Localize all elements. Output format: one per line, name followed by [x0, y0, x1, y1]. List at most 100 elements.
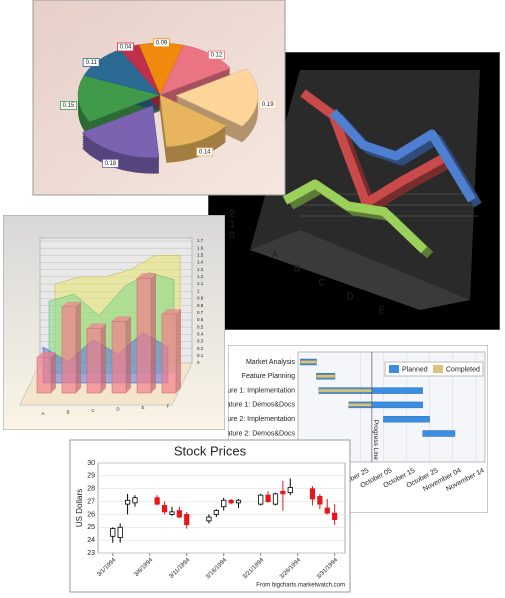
pie-panel: 0.09 0.12 0.19 0.14 0.18 0.15 0.11 0.04: [32, 0, 286, 196]
y-tick-label: 0: [229, 231, 235, 242]
data-label: 0.12: [211, 53, 223, 59]
y-tick-label: 24: [87, 537, 95, 544]
slice: [175, 68, 259, 127]
y-tick-label: 0.8: [197, 303, 204, 308]
label-box: [82, 58, 100, 67]
label-box: [102, 158, 119, 168]
y-tick-label: 1.6: [197, 245, 204, 250]
y-tick-label: 0.5: [197, 324, 204, 329]
chart-title: Stock Prices: [174, 443, 247, 458]
slice: [81, 105, 160, 158]
y-tick-label: 1.3: [197, 267, 204, 272]
y-tick-label: 0.4: [197, 331, 204, 336]
candle-body: [317, 496, 323, 505]
series-line: [300, 89, 445, 208]
y-tick-label: 1.7: [197, 238, 204, 243]
y-tick-label: 0.2: [197, 346, 204, 351]
candle-body: [117, 526, 123, 538]
x-tick-label: A: [41, 411, 44, 416]
y-tick-label: 23: [87, 550, 95, 557]
candle-body: [309, 488, 316, 500]
candle-body: [176, 510, 182, 518]
label-box: [117, 42, 134, 52]
bar-top: [87, 323, 106, 329]
bar: [136, 277, 152, 394]
bar-top: [112, 316, 131, 322]
task-label: eature 2: Implementation: [218, 416, 296, 423]
y-tick-label: 30: [87, 460, 95, 467]
bar: [86, 328, 102, 394]
task-bar: [422, 430, 456, 437]
y-tick-label: 1: [197, 288, 200, 293]
y-tick-label: 0.1: [197, 353, 204, 358]
bar-top: [162, 309, 181, 315]
task-label: Feature Planning: [242, 373, 295, 380]
task-bar: [300, 360, 317, 364]
task-label: eature 1: Demos&Docs: [223, 402, 296, 409]
data-label: 0.09: [156, 40, 168, 46]
candle-body: [221, 499, 227, 508]
bar: [161, 313, 177, 394]
y-tick-label: 1.5: [197, 253, 204, 258]
candle-body: [235, 499, 242, 504]
plot: 012 A B C D E: [229, 89, 482, 317]
task-bar: [318, 388, 373, 393]
footer: From bigcharts.marketwatch.com: [256, 583, 345, 589]
bar-top: [137, 273, 156, 279]
label-box: [196, 147, 214, 157]
candle-body: [184, 514, 190, 526]
task-label: eature 2: Demos&Docs: [223, 430, 296, 437]
y-tick-label: 0.3: [197, 339, 204, 344]
y-axis-label: US Dollars: [75, 489, 84, 527]
bar: [36, 356, 52, 394]
candle-body: [258, 494, 264, 505]
candle-body: [324, 507, 330, 514]
line3d-panel: 012 A B C D E: [208, 52, 500, 330]
plot: 0 0.1 0.2 0.3 0.4 0.5 0.6 0.7 0.8 0.9 1 1.1 1.2 1.3 1.…: [19, 237, 204, 416]
bar-side: [126, 316, 131, 393]
task-bar: [383, 416, 430, 423]
bar: [61, 306, 77, 394]
data-label: 0.19: [262, 102, 274, 108]
data-label: 0.15: [63, 103, 75, 109]
x-tick-label: B: [66, 410, 69, 415]
bar-side: [51, 352, 56, 393]
candle-body: [124, 499, 131, 505]
candle-body: [332, 512, 338, 520]
label-box: [259, 99, 277, 109]
task-bar: [348, 403, 373, 407]
x-tick-label: D: [116, 407, 120, 412]
y-tick-label: 1.4: [197, 260, 204, 265]
bar-side: [76, 301, 81, 393]
candle-body: [154, 497, 160, 505]
data-label: 0.14: [199, 149, 211, 155]
bar-top: [37, 352, 56, 358]
data-label: 0.18: [105, 161, 117, 167]
candle-body: [110, 528, 116, 537]
bar-side: [176, 309, 181, 393]
candle-body: [161, 505, 168, 513]
x-tick-label: C: [318, 278, 325, 289]
stock-panel: Stock Prices US Dollars From bigcharts.mar…: [69, 439, 351, 593]
label-box: [60, 101, 77, 110]
data-label: 0.11: [86, 60, 98, 66]
candle-body: [272, 493, 279, 505]
x-tick-label: D: [346, 292, 353, 303]
y-tick-label: 0.6: [197, 317, 204, 322]
bar: [111, 320, 127, 394]
y-tick-label: 1: [229, 220, 235, 231]
legend-swatch: [389, 365, 399, 373]
plot: 0.09 0.12 0.19 0.14 0.18 0.15 0.11 0.04: [60, 38, 277, 174]
x-tick-label: B: [294, 264, 301, 275]
candle-body: [228, 499, 234, 504]
label-box: [153, 38, 170, 48]
y-tick-label: 0: [197, 360, 200, 365]
legend-label: Planned: [402, 366, 428, 373]
label-box: [208, 50, 225, 60]
y-tick-label: 1.1: [197, 281, 204, 286]
y-tick-label: 0.9: [197, 296, 204, 301]
candle-body: [206, 516, 212, 522]
y-tick-label: 28: [87, 486, 95, 493]
y-tick-label: 29: [87, 473, 95, 480]
